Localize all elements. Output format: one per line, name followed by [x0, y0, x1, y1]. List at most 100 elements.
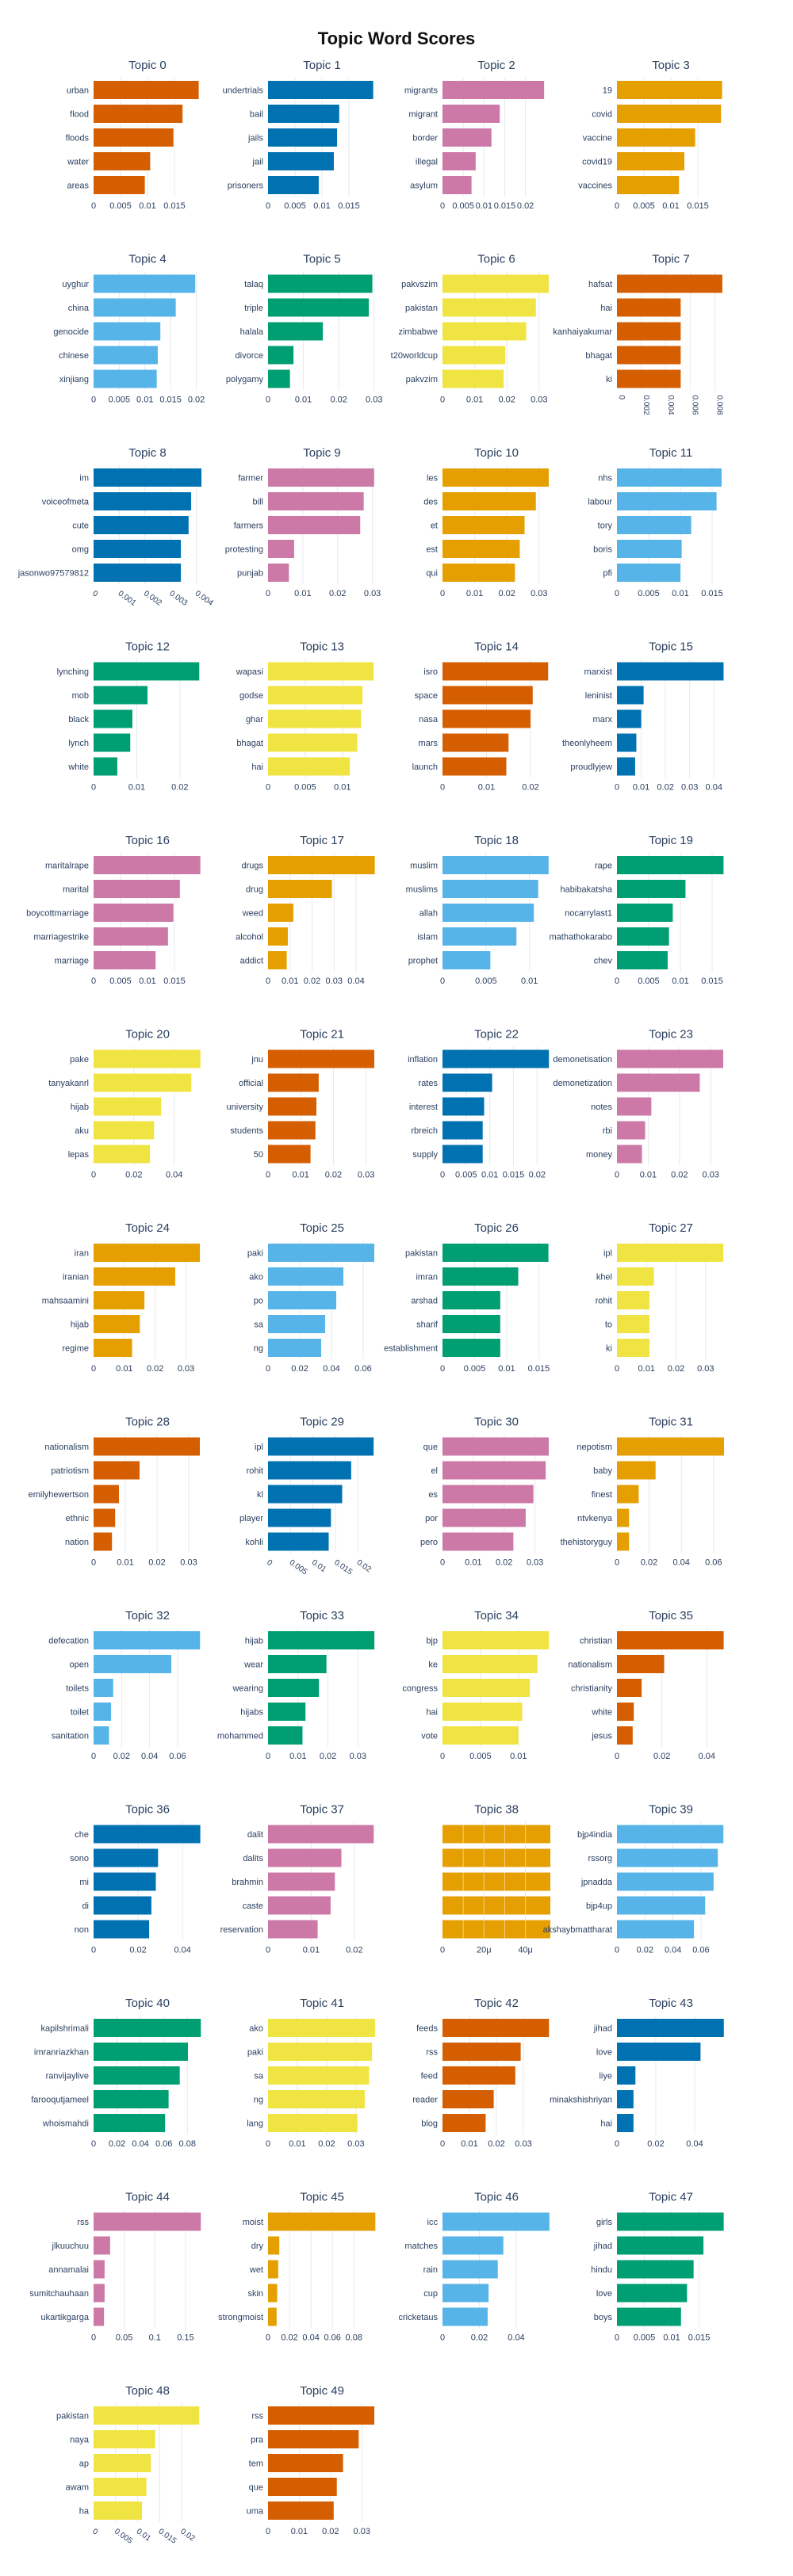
category-label: rohit [247, 1466, 263, 1476]
x-tick-label: 0.005 [294, 783, 316, 793]
bar [268, 468, 374, 487]
bar [268, 1872, 335, 1891]
bar [617, 880, 686, 898]
bar [617, 709, 642, 728]
category-label: thehistoryguy [561, 1538, 613, 1547]
bar [617, 1703, 634, 1721]
bar [268, 516, 361, 534]
x-tick-label: 0 [615, 1752, 619, 1761]
x-tick-label: 0 [266, 1364, 270, 1374]
bar [268, 2066, 370, 2085]
x-tick-label: 0.01 [466, 589, 483, 598]
x-tick-label: 0.03 [531, 589, 547, 598]
topic-chart-29: Topic 29 0 0.005 0.01 0.015 0.02 ipl rohit kl pla… [239, 1416, 374, 1577]
bar [94, 2478, 147, 2496]
bar [94, 1485, 119, 1504]
bar [94, 1631, 201, 1649]
x-tick-label: 0 [91, 2333, 96, 2343]
bar [442, 709, 531, 728]
subplot-title: Topic 30 [474, 1416, 519, 1429]
category-label: mars [419, 739, 439, 748]
x-tick-label: 0.005 [109, 977, 132, 986]
topic-chart-1: Topic 1 0 0.005 0.01 0.015 undertrials bail jai… [223, 59, 374, 211]
category-label: ukartikgarga [40, 2313, 89, 2322]
topic-chart-6: Topic 6 0 0.01 0.02 0.03 pakvszim pakistan zimb… [391, 253, 549, 405]
category-label: jihad [593, 2024, 612, 2034]
x-tick-label: 0.03 [703, 1171, 719, 1180]
bar [617, 540, 682, 558]
x-tick-label: 0.01 [294, 589, 311, 598]
x-tick-label: 0 [615, 783, 619, 793]
category-label: pra [251, 2436, 264, 2445]
bar [94, 540, 182, 558]
x-tick-label: 0.02 [522, 783, 538, 793]
bar [617, 1291, 649, 1309]
bar [442, 1073, 492, 1092]
bar [94, 2307, 105, 2326]
subplot-title: Topic 21 [300, 1028, 344, 1041]
topic-chart-17: Topic 17 0 0.01 0.02 0.03 0.04 drugs drug weed al… [236, 834, 375, 986]
category-label: prophet [408, 957, 438, 966]
category-label: love [596, 2048, 612, 2058]
x-tick-label: 0.02 [147, 1364, 163, 1374]
subplot-title: Topic 42 [474, 1997, 519, 2010]
topic-chart-34: Topic 34 0 0.005 0.01 bjp ke congress hai vote [402, 1609, 550, 1761]
category-label: dalits [243, 1854, 263, 1863]
x-tick-label: 0 [91, 201, 96, 211]
category-label: marxist [584, 667, 612, 677]
category-label: water [67, 158, 89, 167]
subplot-title: Topic 0 [128, 59, 167, 72]
subplot-title: Topic 46 [474, 2191, 519, 2204]
x-tick-label: 0.02 [320, 1752, 336, 1761]
x-tick-label: 0.1 [149, 2333, 161, 2343]
x-tick-label: 0.004 [193, 589, 215, 608]
x-tick-label: 0.02 [637, 1946, 653, 1955]
subplot-title: Topic 14 [474, 640, 519, 654]
category-label: proudlyjew [570, 762, 612, 772]
x-tick-label: 0 [266, 783, 270, 793]
topic-chart-44: Topic 44 0 0.05 0.1 0.15 rss jlkuuchuu annamala… [29, 2191, 201, 2343]
topic-chart-21: Topic 21 0 0.01 0.02 0.03 jnu official universi… [227, 1028, 375, 1180]
category-label: launch [412, 762, 438, 772]
x-tick-label: 20μ [477, 1946, 492, 1955]
category-label: nationalism [568, 1661, 612, 1670]
category-label: kapilshrimali [40, 2024, 89, 2034]
topic-chart-26: Topic 26 0 0.005 0.01 0.015 pakistan imran arsh… [384, 1221, 550, 1374]
category-label: pfi [603, 569, 612, 579]
x-tick-label: 0.06 [169, 1752, 186, 1761]
bar [94, 468, 201, 487]
category-label: whoismahdi [42, 2119, 89, 2129]
bar [94, 1437, 200, 1456]
x-tick-label: 0.005 [638, 977, 660, 986]
category-label: pakistan [405, 1249, 438, 1259]
category-label: floods [66, 134, 90, 143]
subplot-title: Topic 8 [128, 446, 167, 460]
x-tick-label: 0.01 [481, 1171, 498, 1180]
x-tick-label: 0.01 [465, 1558, 481, 1568]
category-label: les [427, 474, 439, 483]
subplot-title: Topic 36 [125, 1803, 170, 1817]
topic-chart-36: Topic 36 0 0.02 0.04 che sono mi di non [70, 1803, 201, 1955]
x-tick-label: 0.03 [681, 783, 698, 793]
bar [94, 2430, 155, 2448]
bar [268, 2406, 375, 2425]
category-label: ako [249, 2024, 263, 2034]
category-label: marx [593, 715, 613, 724]
x-tick-label: 0 [91, 1558, 96, 1568]
category-label: sa [254, 1320, 264, 1330]
category-label: isro [423, 667, 438, 677]
category-label: awam [66, 2483, 89, 2493]
bar [94, 81, 199, 99]
x-tick-label: 0.01 [310, 1558, 328, 1574]
bar [442, 1121, 483, 1140]
bar [268, 176, 319, 194]
bar [268, 1848, 342, 1867]
bar [94, 1315, 140, 1333]
bar [442, 516, 525, 534]
bar [94, 1145, 151, 1164]
bar [94, 2019, 201, 2037]
category-label: icc [427, 2218, 439, 2227]
bar [617, 1508, 630, 1527]
bar [94, 856, 201, 874]
bar [442, 1315, 500, 1333]
